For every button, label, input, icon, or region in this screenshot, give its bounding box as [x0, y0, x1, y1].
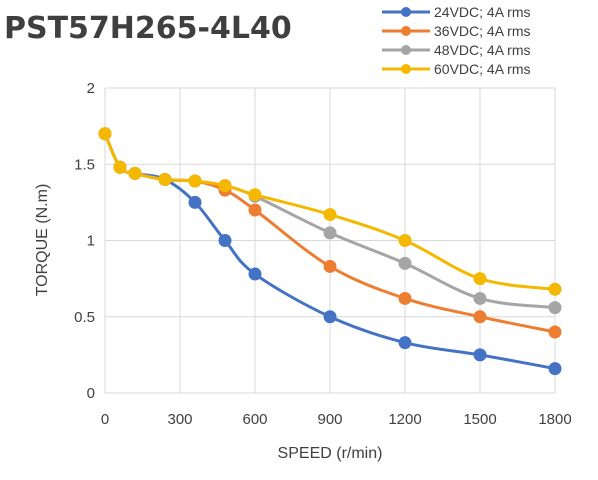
data-point: [188, 174, 202, 188]
data-point: [323, 259, 337, 273]
legend-swatch-marker: [401, 26, 411, 36]
y-tick-label: 1.5: [74, 156, 95, 173]
x-tick-label: 600: [242, 411, 267, 428]
y-tick-label: 1: [87, 233, 95, 250]
legend-swatch-marker: [401, 45, 411, 55]
y-axis-title: TORQUE (N.m): [34, 184, 51, 297]
legend-swatch-marker: [401, 7, 411, 17]
legend-label: 60VDC; 4A rms: [434, 61, 530, 77]
x-tick-label: 300: [167, 411, 192, 428]
data-point: [248, 188, 262, 202]
data-point: [188, 195, 202, 209]
data-point: [473, 310, 487, 324]
y-tick-label: 0.5: [74, 309, 95, 326]
legend-item: 36VDC; 4A rms: [382, 23, 530, 39]
data-point: [473, 348, 487, 362]
data-point: [218, 179, 232, 193]
legend-item: 24VDC; 4A rms: [382, 4, 530, 20]
data-point: [323, 226, 337, 240]
x-axis-title: SPEED (r/min): [278, 445, 383, 462]
y-tick-labels: 0 0.5 1 1.5 2: [74, 80, 95, 402]
data-point: [98, 127, 112, 141]
data-point: [398, 234, 412, 247]
data-point: [218, 234, 232, 247]
data-point: [398, 256, 412, 270]
legend-swatch-marker: [401, 64, 411, 74]
data-point: [128, 166, 142, 180]
legend-label: 24VDC; 4A rms: [434, 4, 530, 20]
x-tick-label: 1800: [538, 411, 571, 428]
data-point: [548, 362, 562, 376]
x-tick-label: 1200: [388, 411, 421, 428]
legend-item: 48VDC; 4A rms: [382, 42, 530, 58]
y-tick-label: 2: [87, 80, 95, 97]
legend: 24VDC; 4A rms 36VDC; 4A rms 48VDC; 4A rms 6…: [382, 4, 530, 77]
chart-title: PST57H265-4L40: [4, 11, 292, 46]
x-tick-label: 0: [101, 411, 109, 428]
data-point: [473, 291, 487, 305]
data-point: [113, 160, 127, 174]
data-point: [248, 267, 262, 281]
data-point: [158, 173, 172, 186]
data-point: [548, 282, 562, 296]
legend-item: 60VDC; 4A rms: [382, 61, 530, 77]
data-point: [323, 208, 337, 222]
data-series: [98, 127, 562, 376]
x-tick-label: 900: [317, 411, 342, 428]
legend-label: 36VDC; 4A rms: [434, 23, 530, 39]
data-point: [323, 310, 337, 324]
gridlines: [104, 87, 556, 394]
data-point: [248, 203, 262, 217]
data-point: [398, 291, 412, 305]
legend-label: 48VDC; 4A rms: [434, 42, 530, 58]
data-point: [548, 301, 562, 315]
y-tick-label: 0: [87, 385, 95, 402]
x-tick-labels: 0 300 600 900 1200 1500 1800: [101, 411, 572, 428]
data-point: [473, 272, 487, 286]
data-point: [398, 336, 412, 350]
series-4: [98, 127, 562, 296]
data-point: [548, 325, 562, 339]
x-tick-label: 1500: [463, 411, 496, 428]
